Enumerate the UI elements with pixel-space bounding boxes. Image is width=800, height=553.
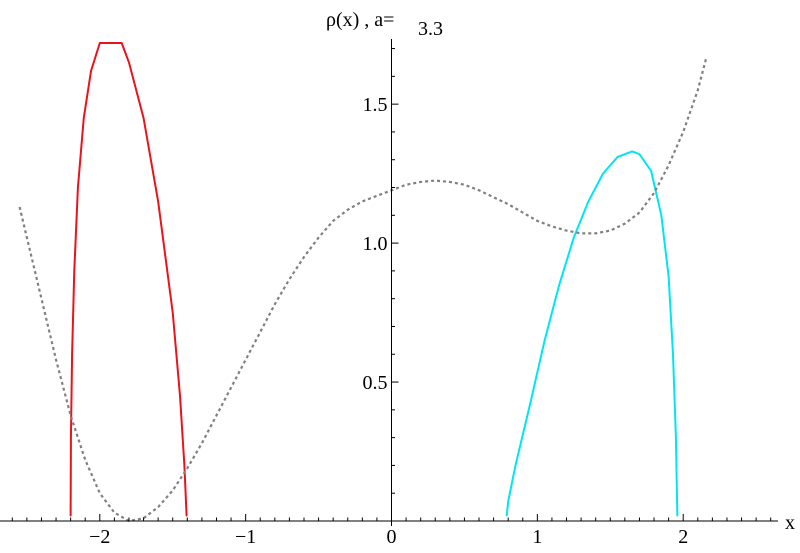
series-layer — [18, 42, 708, 523]
x-tick-label: 1 — [532, 526, 542, 548]
x-tick-label: 0 — [387, 526, 397, 548]
series-line-3 — [18, 56, 708, 523]
x-tick-label: −1 — [235, 526, 256, 548]
x-ticks: −2 −1 0 1 2 — [11, 514, 772, 548]
x-tick-label: 2 — [678, 526, 688, 548]
chart-title-value: 3.3 — [418, 18, 443, 40]
chart-title: ρ(x) , a= 3.3 — [326, 9, 443, 40]
y-tick-label: 1.0 — [363, 233, 388, 255]
y-tick-label: 1.5 — [363, 94, 388, 116]
y-tick-label: 0.5 — [363, 372, 388, 394]
series-line-1 — [69, 42, 188, 517]
x-axis-label: x — [785, 512, 795, 534]
x-tick-label: −2 — [89, 526, 110, 548]
y-ticks: 0.5 1.0 1.5 — [363, 48, 399, 494]
chart-title-prefix: ρ(x) , a= — [326, 9, 394, 31]
series-line-2 — [505, 150, 679, 517]
